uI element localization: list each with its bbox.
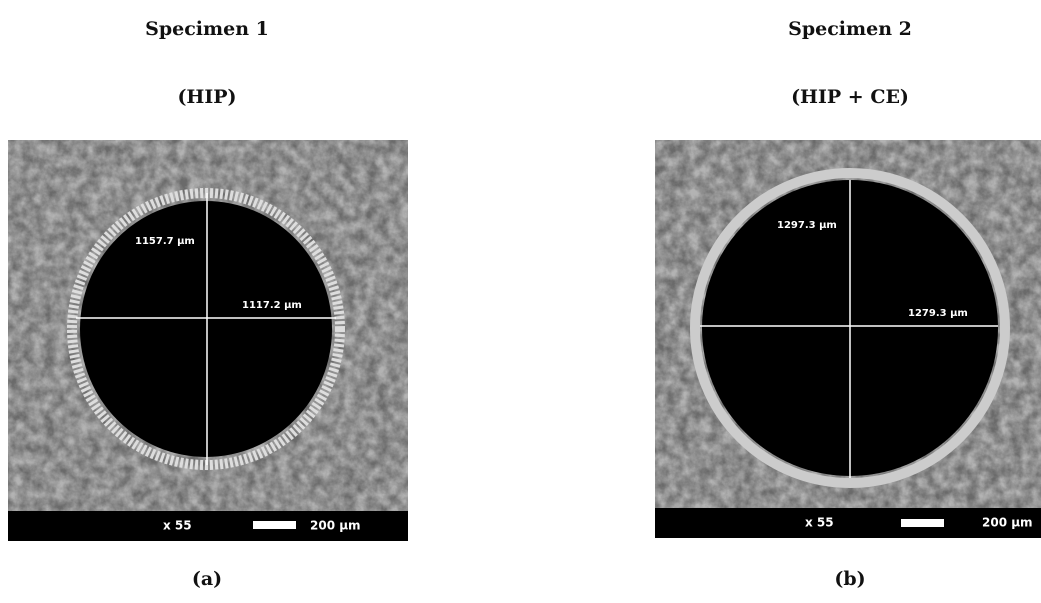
scale-label: 200 µm — [982, 516, 1033, 530]
panel-title: Specimen 1 — [145, 18, 269, 40]
panel-subtitle: (HIP + CE) — [791, 86, 909, 108]
measurement-label: 1117.2 µm — [242, 300, 302, 311]
scale-label: 200 µm — [310, 519, 361, 533]
panel-caption: (b) — [834, 568, 865, 590]
panel-a: Specimen 1 (HIP) 1157.7 µm 1117.2 µm x 5… — [8, 18, 408, 590]
measurement-label: 1157.7 µm — [135, 236, 195, 247]
scale-bar — [253, 521, 296, 529]
measurement-label: 1297.3 µm — [777, 220, 837, 231]
panel-caption: (a) — [192, 568, 222, 590]
panel-subtitle: (HIP) — [177, 86, 236, 108]
measurement-label: 1279.3 µm — [908, 308, 968, 319]
panel-title: Specimen 2 — [788, 18, 912, 40]
panel-b: Specimen 2 (HIP + CE) 1297.3 µm 1279.3 µ… — [655, 18, 1041, 590]
figure: Specimen 1 (HIP) 1157.7 µm 1117.2 µm x 5… — [0, 0, 1041, 603]
hole — [80, 201, 332, 457]
magnification: x 55 — [805, 516, 834, 530]
magnification: x 55 — [163, 519, 192, 533]
scale-bar — [901, 519, 944, 527]
